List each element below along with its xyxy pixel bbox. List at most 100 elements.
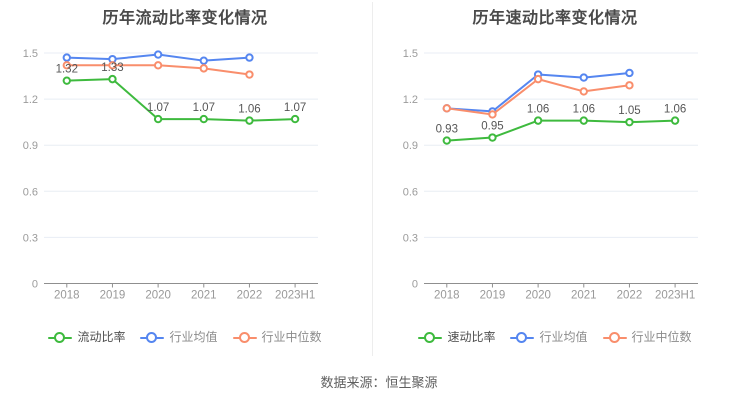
y-tick-label: 0.6	[23, 186, 38, 198]
data-source-note: 数据来源：恒生聚源	[320, 375, 438, 390]
data-point-label: 1.06	[527, 104, 549, 116]
data-point[interactable]	[670, 116, 680, 125]
line-series-icon	[232, 332, 257, 343]
data-point[interactable]	[153, 114, 163, 124]
legend-item-industry-median[interactable]: 行业中位数	[602, 330, 692, 344]
y-tick-label: 1.5	[23, 48, 38, 60]
data-point-label: 1.07	[147, 102, 169, 114]
data-point[interactable]	[579, 73, 588, 82]
data-point[interactable]	[108, 74, 117, 84]
x-axis: 2018 2019 2020 2021 2022 2023H1	[44, 283, 318, 302]
line-series-icon	[418, 332, 443, 343]
series-流动比率	[62, 74, 300, 125]
y-tick-label: 1.5	[403, 48, 418, 60]
data-point-label: 0.93	[436, 124, 458, 136]
data-point[interactable]	[442, 136, 452, 145]
data-point[interactable]	[625, 117, 634, 127]
legend-current-ratio: 流动比率 行业均值 行业中位数	[0, 331, 370, 344]
data-point-label: 1.32	[56, 64, 78, 76]
legend-label: 流动比率	[77, 330, 126, 344]
data-point[interactable]	[579, 87, 588, 96]
data-point-label: 0.95	[481, 121, 503, 133]
y-tick-label: 0.9	[23, 140, 38, 152]
x-tick-label: 2020	[145, 290, 171, 302]
x-tick-label: 2023H1	[275, 290, 315, 302]
legend-item-current-ratio[interactable]: 流动比率	[48, 331, 125, 344]
series-行业均值	[62, 50, 254, 65]
data-point[interactable]	[245, 116, 254, 125]
data-point-label: 1.06	[664, 104, 686, 116]
y-tick-label: 0.6	[403, 186, 418, 198]
legend-label: 行业均值	[539, 330, 588, 344]
quick-ratio-chart-panel: 历年速动比率变化情况 0 0.3 0.6 0.9 1.2 1.5 2018 2019 2020 2…	[370, 0, 740, 362]
data-point[interactable]	[153, 61, 163, 70]
data-point-label: 1.07	[284, 102, 306, 114]
x-tick-label: 2022	[617, 290, 643, 302]
series-速动比率	[442, 116, 680, 145]
x-tick-label: 2018	[54, 290, 80, 302]
data-point[interactable]	[153, 50, 163, 59]
data-point-label: 1.06	[238, 104, 260, 116]
data-point[interactable]	[488, 133, 497, 142]
data-point[interactable]	[290, 114, 300, 124]
y-tick-label: 0.9	[403, 140, 418, 152]
legend-label: 行业均值	[169, 330, 218, 344]
data-point[interactable]	[199, 56, 208, 65]
chart-title-current-ratio: 历年流动比率变化情况	[102, 10, 268, 27]
data-point[interactable]	[108, 61, 117, 70]
data-point[interactable]	[245, 53, 254, 62]
data-point[interactable]	[62, 61, 72, 70]
x-axis: 2018 2019 2020 2021 2022 2023H1	[424, 283, 698, 302]
legend-item-quick-ratio[interactable]: 速动比率	[418, 331, 495, 344]
legend-label: 行业中位数	[261, 330, 322, 344]
data-point[interactable]	[533, 116, 543, 125]
legend-item-industry-median[interactable]: 行业中位数	[232, 330, 322, 344]
data-point[interactable]	[488, 110, 497, 119]
x-tick-label: 2021	[571, 290, 597, 302]
series-行业中位数	[442, 74, 634, 119]
x-tick-label: 2020	[525, 290, 551, 302]
y-grid: 0 0.3 0.6 0.9 1.2 1.5	[403, 48, 698, 291]
y-tick-label: 0.3	[403, 232, 418, 244]
legend-item-industry-mean[interactable]: 行业均值	[510, 330, 588, 344]
data-point-label: 1.33	[101, 62, 123, 74]
line-series-icon	[140, 332, 165, 343]
data-point[interactable]	[625, 68, 634, 78]
line-series-icon	[602, 332, 627, 343]
x-tick-label: 2019	[100, 290, 126, 302]
y-tick-label: 1.2	[23, 94, 38, 106]
y-grid: 0 0.3 0.6 0.9 1.2 1.5	[23, 48, 318, 291]
data-point[interactable]	[199, 64, 208, 73]
data-point[interactable]	[579, 116, 588, 125]
data-point[interactable]	[199, 114, 208, 124]
y-tick-label: 0.3	[23, 232, 38, 244]
x-tick-label: 2022	[237, 290, 263, 302]
data-point[interactable]	[62, 76, 72, 85]
data-point-label: 1.06	[573, 104, 595, 116]
panel-divider	[372, 2, 373, 356]
current-ratio-chart-panel: 历年流动比率变化情况 0 0.3 0.6 0.9 1.2 1.5 2018 2019 2020 2…	[0, 0, 370, 362]
data-labels: 1.32 1.33 1.07 1.07 1.06 1.07	[56, 62, 307, 115]
data-point[interactable]	[533, 74, 543, 84]
x-tick-label: 2018	[434, 290, 460, 302]
quick-ratio-plot-area: 0 0.3 0.6 0.9 1.2 1.5 2018 2019 2020 2021 2022 2023…	[403, 48, 698, 302]
data-point[interactable]	[245, 70, 254, 79]
series-行业中位数	[62, 61, 254, 79]
data-point-label: 1.07	[193, 102, 215, 114]
y-tick-label: 0	[412, 279, 418, 291]
legend-quick-ratio: 速动比率 行业均值 行业中位数	[370, 331, 740, 344]
data-point[interactable]	[62, 53, 72, 62]
legend-label: 行业中位数	[631, 330, 692, 344]
data-point-label: 1.05	[618, 105, 640, 117]
legend-item-industry-mean[interactable]: 行业均值	[140, 330, 218, 344]
chart-title-quick-ratio: 历年速动比率变化情况	[472, 10, 638, 27]
data-point[interactable]	[442, 104, 452, 113]
legend-label: 速动比率	[447, 330, 496, 344]
y-tick-label: 1.2	[403, 94, 418, 106]
line-series-icon	[48, 332, 73, 343]
current-ratio-plot-area: 0 0.3 0.6 0.9 1.2 1.5 2018 2019 2020 2021 2022 2023…	[23, 48, 318, 302]
x-tick-label: 2021	[191, 290, 217, 302]
data-point[interactable]	[625, 81, 634, 90]
line-series-icon	[510, 332, 535, 343]
